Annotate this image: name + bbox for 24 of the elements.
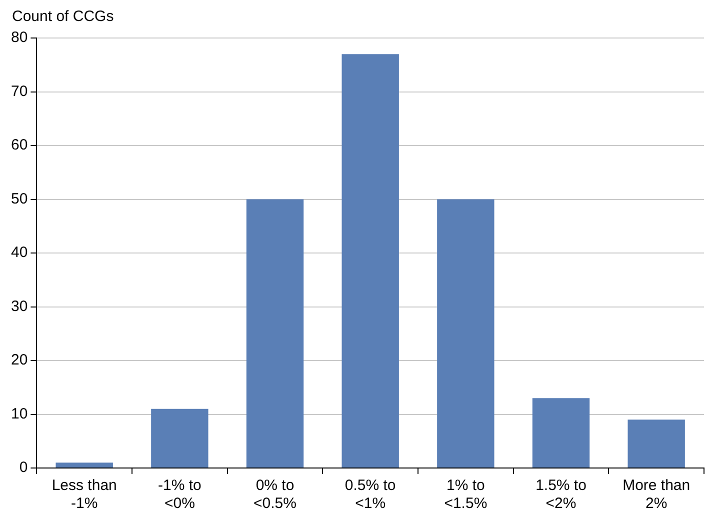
y-axis-title: Count of CCGs [12,8,115,26]
y-tick-label: 0 [19,459,28,476]
x-tick-label: More than 2% [622,477,690,512]
x-tick-label: 1.5% to <2% [536,477,586,512]
x-tick-label: -1% to <0% [158,477,202,512]
x-tick-label: 1% to <1.5% [444,477,488,512]
y-tick-label: 70 [10,82,28,100]
y-tick-label: 10 [10,405,28,422]
bar [342,54,399,468]
bar [151,408,208,468]
y-tick-label: 20 [10,352,28,369]
bar [532,398,590,468]
x-tick-label: 0.5% to <1% [344,477,396,512]
bar [628,420,685,468]
bar [56,462,113,468]
x-tick-label: Less than -1% [52,477,117,512]
y-tick-label: 30 [10,298,28,315]
bar [246,199,304,468]
bar [437,199,494,468]
y-tick-label: 60 [10,136,28,154]
y-tick-label: 50 [10,190,28,208]
y-tick-label: 80 [10,29,28,46]
x-tick-label: 0% to <0.5% [254,477,296,512]
y-tick-label: 40 [10,244,28,262]
